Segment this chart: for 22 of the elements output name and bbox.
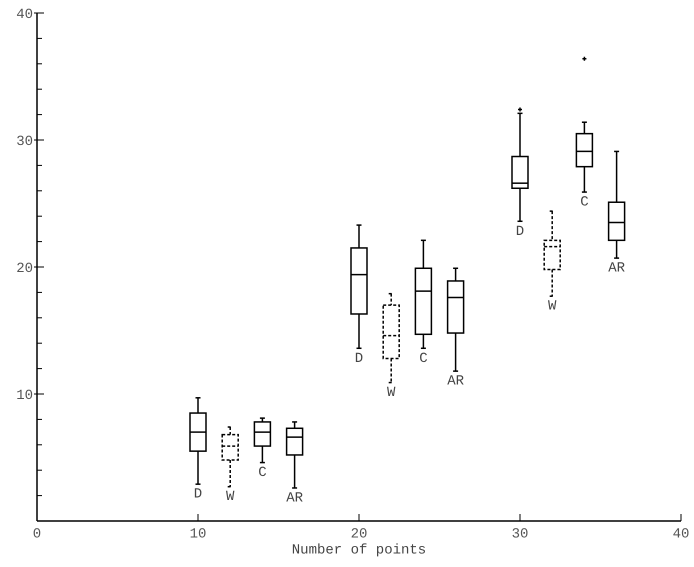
y-tick-label: 10 xyxy=(16,388,33,404)
x-tick-label: 20 xyxy=(350,526,368,542)
y-tick-label: 20 xyxy=(16,260,33,277)
y-tick-label: 30 xyxy=(16,134,33,150)
text: AR xyxy=(447,374,464,390)
y-tick-label: 40 xyxy=(16,6,33,23)
x-tick-label: 0 xyxy=(32,526,42,542)
series-label: AR xyxy=(608,260,626,277)
series-label: W xyxy=(386,385,396,402)
series-label: C xyxy=(419,350,428,367)
text: W xyxy=(548,298,556,315)
x-tick-label: 30 xyxy=(512,526,528,542)
text: W xyxy=(226,489,234,506)
x-axis-title: Number of points xyxy=(292,542,426,558)
text: C xyxy=(258,465,267,482)
text: D xyxy=(354,350,364,367)
text: C xyxy=(580,194,589,211)
x-tick-label: 40 xyxy=(672,526,690,542)
x-tick-label: 10 xyxy=(190,526,206,542)
text: AR xyxy=(286,490,304,506)
text: D xyxy=(516,224,524,240)
text: D xyxy=(194,486,202,503)
